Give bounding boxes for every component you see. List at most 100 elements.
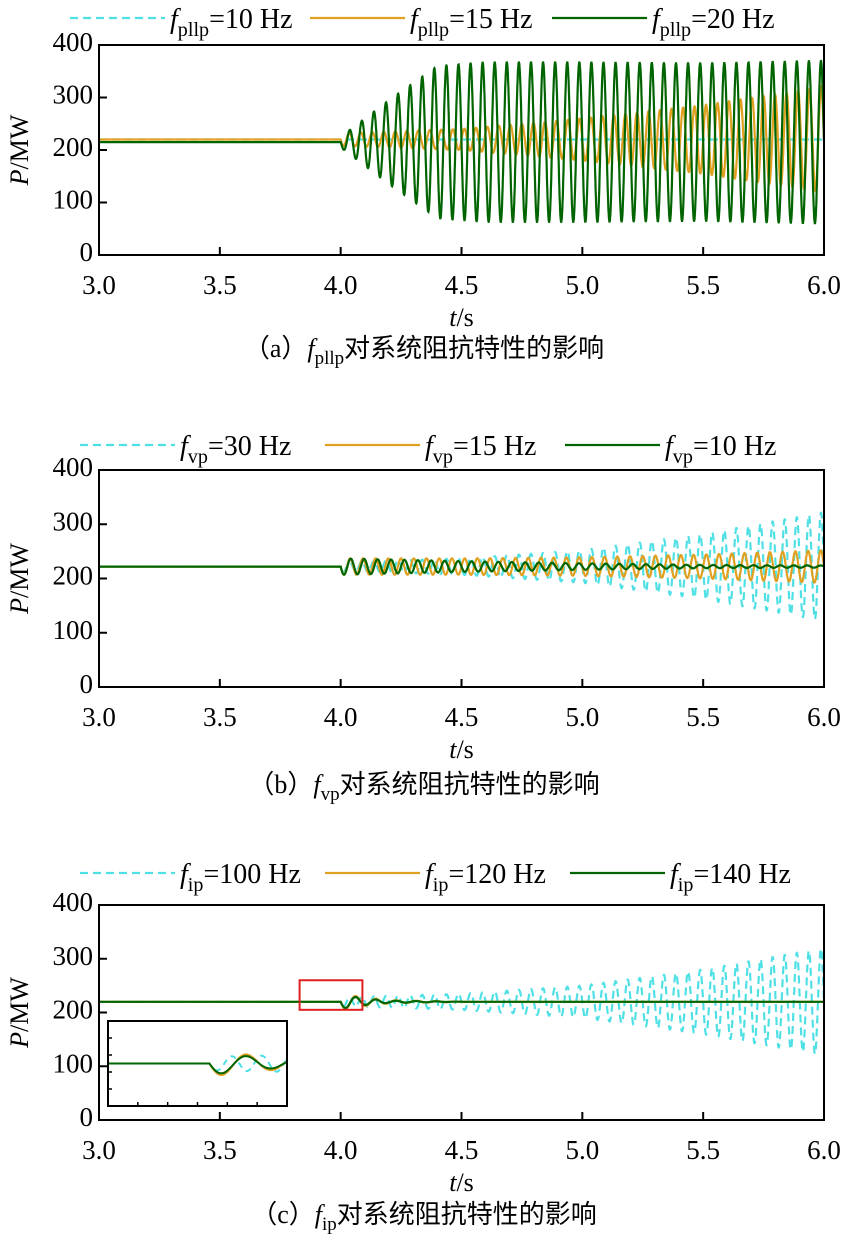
legend-entry-subscript: vp: [188, 446, 208, 468]
legend-entry: fvp=15 Hz: [425, 431, 536, 468]
x-axis-unit: /s: [456, 303, 473, 332]
series-line-c-2: [99, 995, 824, 1010]
legend-entry: fvp=30 Hz: [180, 431, 291, 468]
caption-symbol: f: [313, 770, 324, 799]
y-axis-label: P/MW: [5, 114, 34, 186]
x-tick-label: 6.0: [807, 702, 841, 732]
caption-suffix: 对系统阻抗特性的影响: [344, 334, 604, 363]
legend-entry-symbol: f: [665, 431, 676, 462]
legend-entry: fpllp=15 Hz: [410, 4, 533, 41]
legend-entry-subscript: pllp: [178, 19, 209, 41]
panel-caption: （b）fvp对系统阻抗特性的影响: [248, 770, 599, 805]
legend-entry-symbol: f: [652, 4, 663, 35]
x-tick-label: 4.0: [324, 702, 358, 732]
caption-prefix: （b）: [248, 770, 313, 799]
legend-entry-value: =100 Hz: [203, 859, 300, 890]
x-tick-label: 6.0: [807, 1135, 841, 1165]
x-axis-symbol: t: [449, 303, 457, 332]
y-axis-label: P/MW: [5, 977, 34, 1049]
x-tick-label: 3.5: [203, 270, 237, 300]
legend-entry-symbol: f: [170, 4, 181, 35]
x-tick-label: 3.0: [82, 1135, 116, 1165]
legend-entry-subscript: ip: [188, 874, 204, 896]
y-axis-label: P/MW: [5, 543, 34, 615]
legend-entry-value: =15 Hz: [449, 4, 532, 35]
legend-entry-value: =10 Hz: [693, 431, 776, 462]
x-tick-label: 5.5: [686, 1135, 720, 1165]
x-axis-unit: /s: [456, 735, 473, 764]
x-tick-label: 3.0: [82, 702, 116, 732]
legend-entry-symbol: f: [410, 4, 421, 35]
panel-caption: （a）fpllp对系统阻抗特性的影响: [244, 334, 604, 369]
caption-prefix: （c）: [251, 1200, 315, 1229]
inset-series-line-2: [108, 1055, 287, 1075]
legend-entry-value: =15 Hz: [453, 431, 536, 462]
x-tick-label: 6.0: [807, 270, 841, 300]
caption-suffix: 对系统阻抗特性的影响: [340, 770, 600, 799]
y-axis-symbol: P: [5, 169, 34, 186]
legend-entry-subscript: pllp: [660, 19, 691, 41]
y-axis-unit: /MW: [5, 977, 34, 1032]
legend-entry-symbol: f: [670, 859, 681, 890]
y-tick-label: 100: [53, 615, 94, 645]
x-tick-label: 5.0: [565, 1135, 599, 1165]
x-tick-label: 4.0: [324, 270, 358, 300]
legend-entry-subscript: vp: [673, 446, 693, 468]
legend-entry-value: =120 Hz: [448, 859, 545, 890]
caption-subscript: ip: [322, 1214, 337, 1235]
y-tick-label: 200: [53, 132, 94, 162]
x-axis-label: t/s: [449, 1168, 474, 1197]
y-tick-label: 300: [53, 941, 94, 971]
x-tick-label: 4.5: [445, 702, 479, 732]
legend-entry-symbol: f: [180, 431, 191, 462]
x-axis-label: t/s: [449, 303, 474, 332]
x-axis-unit: /s: [456, 1168, 473, 1197]
caption-subscript: vp: [321, 784, 340, 805]
legend-entry: fpllp=10 Hz: [170, 4, 293, 41]
legend-entry-value: =20 Hz: [691, 4, 774, 35]
y-tick-label: 100: [53, 1048, 94, 1078]
y-tick-label: 200: [53, 561, 94, 591]
y-tick-label: 200: [53, 995, 94, 1025]
y-tick-label: 400: [53, 887, 94, 917]
legend-entry-symbol: f: [180, 859, 191, 890]
x-tick-label: 5.5: [686, 702, 720, 732]
x-axis-symbol: t: [449, 735, 457, 764]
y-axis-unit: /MW: [5, 114, 34, 169]
caption-prefix: （a）: [244, 334, 308, 363]
x-tick-label: 3.5: [203, 1135, 237, 1165]
legend-entry-subscript: vp: [433, 446, 453, 468]
legend-entry-value: =30 Hz: [208, 431, 291, 462]
legend-entry-subscript: pllp: [418, 19, 449, 41]
y-tick-label: 400: [53, 452, 94, 482]
caption-suffix: 对系统阻抗特性的影响: [337, 1200, 597, 1229]
x-tick-label: 4.5: [445, 270, 479, 300]
x-tick-label: 3.0: [82, 270, 116, 300]
legend-entry-subscript: ip: [433, 874, 449, 896]
x-axis-symbol: t: [449, 1168, 457, 1197]
x-tick-label: 4.0: [324, 1135, 358, 1165]
y-tick-label: 100: [53, 185, 94, 215]
caption-symbol: f: [315, 1200, 326, 1229]
x-tick-label: 4.5: [445, 1135, 479, 1165]
y-tick-label: 0: [80, 237, 94, 267]
legend-entry-subscript: ip: [678, 874, 694, 896]
y-axis-symbol: P: [5, 1032, 34, 1049]
y-tick-label: 400: [53, 27, 94, 57]
x-axis-label: t/s: [449, 735, 474, 764]
y-tick-label: 300: [53, 506, 94, 536]
series-line-b-2: [99, 557, 824, 576]
y-tick-label: 0: [80, 1102, 94, 1132]
legend-entry-value: =140 Hz: [693, 859, 790, 890]
legend-entry: fip=120 Hz: [425, 859, 546, 896]
y-tick-label: 0: [80, 669, 94, 699]
y-axis-symbol: P: [5, 598, 34, 615]
legend-entry: fvp=10 Hz: [665, 431, 776, 468]
legend-entry: fip=140 Hz: [670, 859, 791, 896]
x-tick-label: 3.5: [203, 702, 237, 732]
y-axis-unit: /MW: [5, 543, 34, 598]
zoom-box: [298, 979, 364, 1011]
legend-entry-value: =10 Hz: [209, 4, 292, 35]
